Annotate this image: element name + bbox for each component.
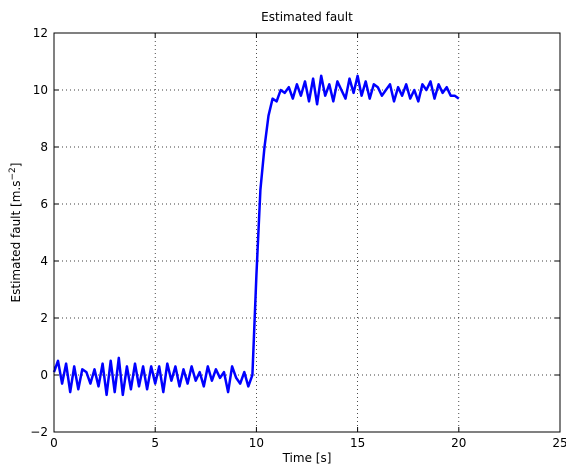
y-tick-label: 8 [40,140,48,154]
x-tick-label: 0 [50,436,58,450]
x-tick-label: 25 [552,436,566,450]
x-tick-label: 20 [451,436,466,450]
x-axis-label: Time [s] [282,451,332,465]
y-axis-label-superscript: −2 [8,167,18,180]
x-tick-label: 10 [249,436,264,450]
y-tick-label: 2 [40,311,48,325]
y-tick-label: −2 [30,425,48,439]
series-layer [52,74,460,397]
plot-frame [53,32,561,433]
series-line [52,74,460,397]
y-tick-label: 0 [40,368,48,382]
y-axis-label: Estimated fault [m.s−2] [8,163,23,303]
y-axis-label-main: Estimated fault [m.s [9,181,23,303]
chart-title: Estimated fault [261,10,353,24]
y-tick-label: 12 [33,26,48,40]
x-tick-label: 5 [151,436,159,450]
y-axis-label-end: ] [9,163,23,168]
y-tick-label: 4 [40,254,48,268]
y-tick-label: 6 [40,197,48,211]
x-tick-label: 15 [350,436,365,450]
y-tick-label: 10 [33,83,48,97]
